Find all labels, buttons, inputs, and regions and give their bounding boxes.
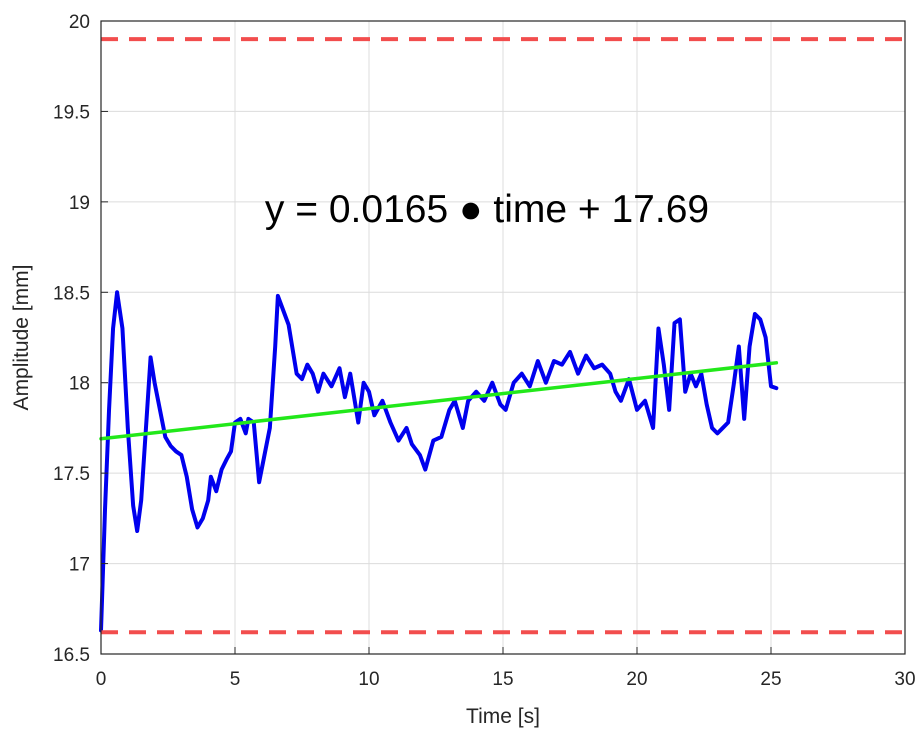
- y-axis-label: Amplitude [mm]: [10, 265, 33, 411]
- y-tick-label: 17.5: [53, 464, 90, 485]
- amplitude-line: [99, 290, 779, 633]
- y-tick-label: 18: [69, 374, 90, 395]
- y-tick-label: 20: [69, 12, 90, 33]
- x-tick-label: 15: [492, 669, 513, 690]
- y-tick-label: 19.5: [53, 102, 90, 123]
- x-tick-label: 25: [760, 669, 781, 690]
- y-tick-label: 19: [69, 193, 90, 214]
- grid: [100, 20, 906, 655]
- y-axis-ticks: 16.5 17 17.5 18 18.5 19 19.5 20: [53, 12, 108, 666]
- x-tick-label: 20: [626, 669, 647, 690]
- x-axis-label: Time [s]: [466, 705, 540, 728]
- y-tick-label: 18.5: [53, 283, 90, 304]
- x-tick-label: 30: [894, 669, 915, 690]
- y-tick-label: 16.5: [53, 645, 90, 666]
- x-tick-label: 0: [96, 669, 107, 690]
- trendline-equation: y = 0.0165 ● time + 17.69: [265, 188, 709, 231]
- x-axis-ticks: 0 5 10 15 20 25 30: [96, 647, 916, 690]
- trend-line: [99, 361, 779, 441]
- y-tick-label: 17: [69, 555, 90, 576]
- x-tick-label: 10: [358, 669, 379, 690]
- series-layer: [99, 37, 905, 635]
- x-tick-label: 5: [230, 669, 241, 690]
